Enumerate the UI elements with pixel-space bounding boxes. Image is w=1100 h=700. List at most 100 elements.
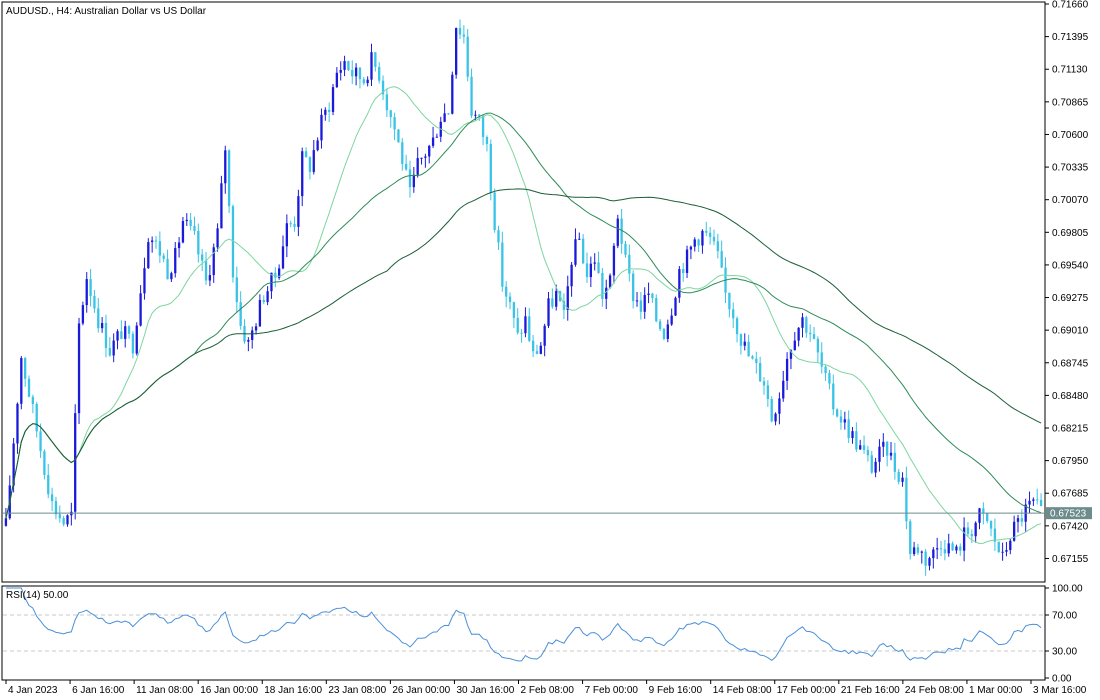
candle-body bbox=[227, 150, 231, 207]
candle-body bbox=[416, 158, 419, 175]
candle-body bbox=[1009, 540, 1012, 551]
candle-body bbox=[470, 76, 473, 116]
candle-body bbox=[916, 547, 920, 553]
rsi-pane-frame bbox=[1, 585, 1046, 681]
time-tick-label: 3 Mar 16:00 bbox=[1033, 685, 1087, 696]
candle-body bbox=[239, 302, 242, 326]
candle-body bbox=[127, 326, 131, 334]
candle-body bbox=[655, 298, 658, 322]
rsi-title: RSI(14) 50.00 bbox=[6, 590, 69, 601]
candle-body bbox=[100, 322, 104, 329]
candle-body bbox=[120, 331, 123, 339]
candle-body bbox=[397, 129, 400, 143]
candle-body bbox=[358, 67, 362, 80]
price-tick-label: 0.67950 bbox=[1052, 456, 1089, 467]
candle-body bbox=[197, 230, 200, 255]
time-tick-label: 30 Jan 16:00 bbox=[456, 685, 514, 696]
candle-body bbox=[16, 403, 19, 444]
candle-body bbox=[331, 87, 335, 112]
candle-body bbox=[216, 228, 219, 248]
candle-body bbox=[674, 297, 677, 316]
candle-body bbox=[974, 522, 977, 537]
time-tick-label: 17 Feb 00:00 bbox=[777, 685, 836, 696]
candle-body bbox=[1036, 499, 1039, 501]
candle-body bbox=[947, 543, 950, 554]
candle-body bbox=[35, 403, 38, 432]
price-tick-label: 0.69010 bbox=[1052, 326, 1089, 337]
candle-body bbox=[612, 245, 616, 276]
time-tick-label: 4 Jan 2023 bbox=[8, 685, 58, 696]
candle-body bbox=[420, 157, 423, 159]
candle-body bbox=[308, 157, 312, 172]
candle-body bbox=[443, 113, 446, 122]
candle-body bbox=[89, 279, 92, 296]
current-price-label: 0.67523 bbox=[1050, 509, 1087, 520]
candle-body bbox=[574, 239, 577, 265]
candle-body bbox=[816, 338, 820, 353]
candle-body bbox=[778, 398, 781, 414]
price-tick-label: 0.68215 bbox=[1052, 424, 1089, 435]
candle-body bbox=[524, 316, 527, 334]
candle-body bbox=[154, 240, 158, 242]
candle-body bbox=[189, 219, 192, 226]
candle-body bbox=[693, 239, 696, 247]
candle-body bbox=[455, 28, 458, 75]
candles-group bbox=[4, 19, 1043, 576]
candle-body bbox=[678, 269, 681, 298]
candle-body bbox=[193, 225, 196, 231]
candle-body bbox=[258, 299, 262, 327]
candle-body bbox=[897, 471, 900, 482]
candle-body bbox=[708, 232, 712, 237]
candle-body bbox=[508, 296, 512, 303]
candle-body bbox=[551, 298, 554, 307]
candle-body bbox=[435, 136, 439, 138]
candle-body bbox=[401, 142, 404, 164]
rsi-pane: RSI(14) 50.00 bbox=[1, 585, 1046, 681]
time-tick-label: 21 Feb 16:00 bbox=[841, 685, 900, 696]
candle-body bbox=[93, 295, 96, 309]
candle-body bbox=[666, 324, 669, 339]
candle-body bbox=[24, 358, 27, 379]
price-tick-label: 0.71395 bbox=[1052, 32, 1089, 43]
candle-body bbox=[320, 114, 323, 141]
candle-body bbox=[966, 527, 970, 535]
candle-body bbox=[174, 248, 177, 274]
candle-body bbox=[378, 66, 381, 81]
candle-body bbox=[720, 251, 723, 268]
time-tick-label: 11 Jan 08:00 bbox=[136, 685, 194, 696]
candle-body bbox=[351, 70, 354, 77]
candle-body bbox=[389, 110, 392, 118]
candle-body bbox=[289, 223, 292, 225]
candle-body bbox=[943, 549, 947, 554]
candle-body bbox=[928, 558, 931, 566]
candle-body bbox=[824, 366, 827, 374]
candle-body bbox=[451, 74, 454, 114]
rsi-levels-group bbox=[3, 614, 1044, 652]
candle-body bbox=[555, 291, 558, 307]
candle-body bbox=[566, 286, 569, 310]
candle-body bbox=[978, 508, 981, 523]
candle-body bbox=[951, 543, 954, 551]
candle-body bbox=[812, 334, 816, 339]
candle-body bbox=[866, 449, 870, 456]
candle-body bbox=[728, 292, 731, 310]
candle-body bbox=[516, 317, 519, 333]
candle-body bbox=[270, 272, 273, 292]
candle-body bbox=[412, 174, 415, 188]
candle-body bbox=[139, 293, 142, 326]
candle-body bbox=[185, 219, 188, 222]
rsi-tick-label: 100.00 bbox=[1052, 584, 1083, 595]
candle-body bbox=[370, 52, 373, 80]
candle-body bbox=[962, 527, 966, 551]
price-tick-label: 0.71130 bbox=[1052, 65, 1088, 76]
candle-body bbox=[501, 242, 504, 287]
candle-body bbox=[312, 150, 315, 172]
candle-body bbox=[31, 396, 35, 404]
price-tick-label: 0.68480 bbox=[1052, 391, 1089, 402]
candle-body bbox=[658, 321, 662, 329]
candle-body bbox=[616, 218, 619, 246]
candle-body bbox=[862, 445, 866, 450]
candle-body bbox=[158, 241, 162, 256]
candle-body bbox=[520, 332, 523, 334]
candle-body bbox=[578, 238, 581, 240]
